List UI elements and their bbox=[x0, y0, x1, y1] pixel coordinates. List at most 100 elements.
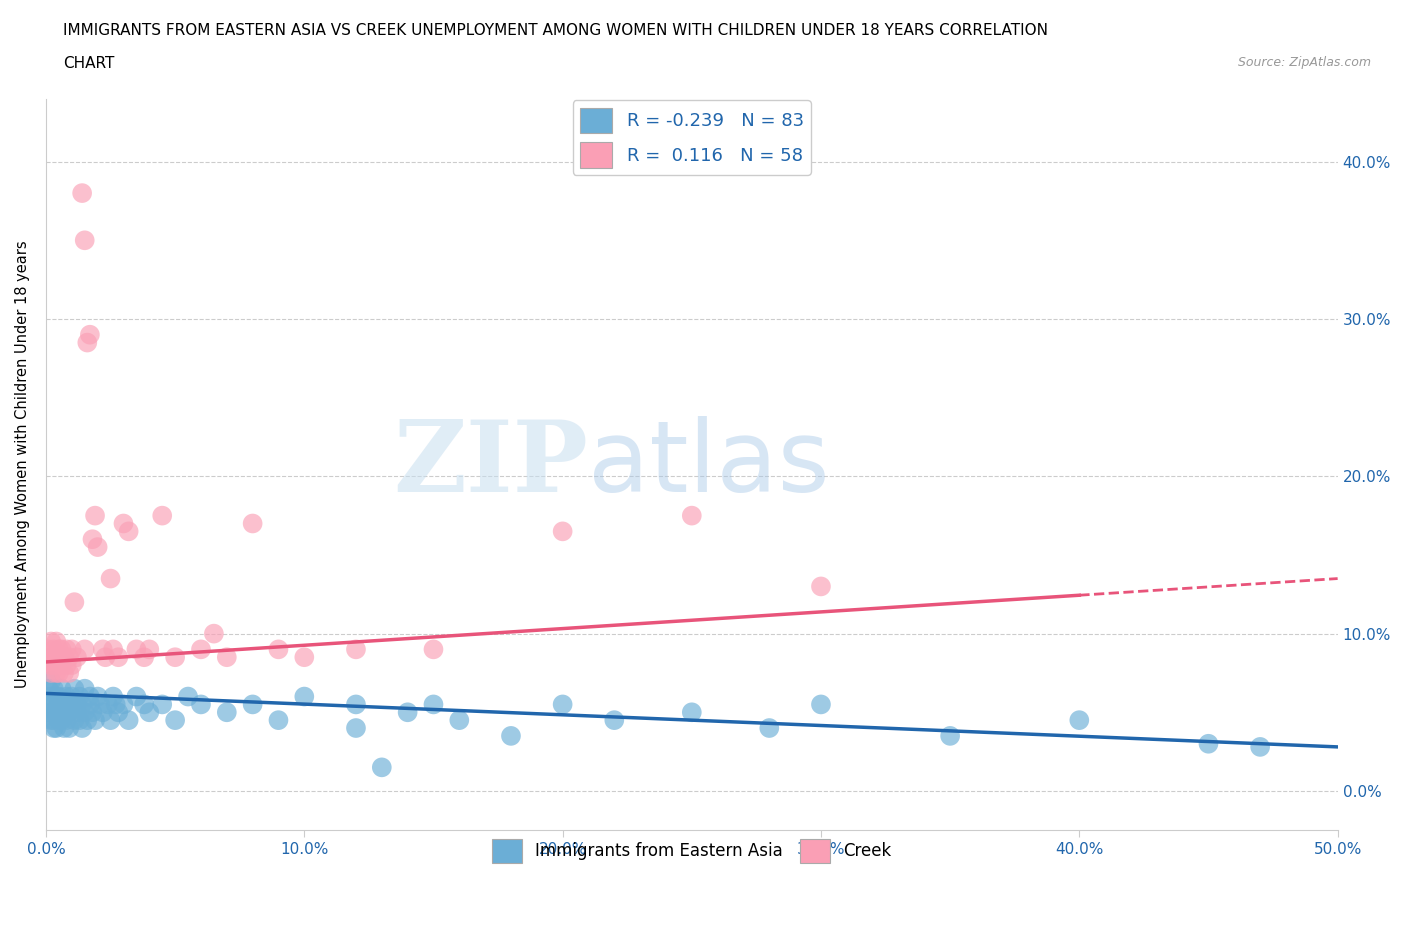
Point bbox=[48, 642, 70, 657]
Point bbox=[551, 697, 574, 711]
Point bbox=[758, 721, 780, 736]
Point bbox=[138, 642, 160, 657]
Point bbox=[42, 705, 65, 720]
Point bbox=[48, 712, 70, 727]
Point bbox=[810, 697, 832, 711]
Point bbox=[79, 689, 101, 704]
Point bbox=[55, 697, 77, 711]
Point bbox=[70, 721, 93, 736]
Point bbox=[939, 728, 962, 743]
Point bbox=[38, 642, 60, 657]
Point bbox=[55, 712, 77, 727]
Point bbox=[39, 697, 62, 711]
Point bbox=[53, 697, 76, 711]
Point bbox=[215, 705, 238, 720]
Point bbox=[292, 689, 315, 704]
Point bbox=[69, 712, 91, 727]
Point bbox=[202, 626, 225, 641]
Point bbox=[371, 760, 394, 775]
Point bbox=[69, 689, 91, 704]
Point bbox=[84, 712, 107, 727]
Point bbox=[82, 705, 104, 720]
Point bbox=[60, 689, 83, 704]
Point bbox=[66, 650, 89, 665]
Point bbox=[499, 728, 522, 743]
Point bbox=[51, 642, 73, 657]
Point bbox=[48, 650, 70, 665]
Point bbox=[45, 666, 67, 681]
Point bbox=[45, 650, 67, 665]
Point bbox=[51, 682, 73, 697]
Point bbox=[422, 697, 444, 711]
Point bbox=[134, 650, 156, 665]
Point bbox=[45, 705, 67, 720]
Point bbox=[1198, 737, 1220, 751]
Point bbox=[55, 642, 77, 657]
Point bbox=[94, 650, 117, 665]
Point bbox=[97, 697, 120, 711]
Point bbox=[150, 697, 173, 711]
Point bbox=[48, 666, 70, 681]
Point bbox=[53, 650, 76, 665]
Point bbox=[292, 650, 315, 665]
Point bbox=[267, 712, 290, 727]
Text: ZIP: ZIP bbox=[394, 416, 589, 513]
Point bbox=[603, 712, 626, 727]
Point bbox=[45, 721, 67, 736]
Point bbox=[1249, 739, 1271, 754]
Point bbox=[66, 705, 89, 720]
Point bbox=[112, 697, 135, 711]
Point bbox=[86, 689, 108, 704]
Point bbox=[53, 705, 76, 720]
Point bbox=[101, 642, 124, 657]
Point bbox=[48, 705, 70, 720]
Text: atlas: atlas bbox=[589, 416, 830, 513]
Point bbox=[396, 705, 419, 720]
Point bbox=[45, 689, 67, 704]
Point bbox=[91, 642, 114, 657]
Point bbox=[42, 642, 65, 657]
Point bbox=[107, 705, 129, 720]
Point bbox=[177, 689, 200, 704]
Point bbox=[39, 634, 62, 649]
Point bbox=[73, 642, 96, 657]
Point bbox=[89, 697, 111, 711]
Point bbox=[39, 689, 62, 704]
Point bbox=[63, 712, 86, 727]
Point bbox=[117, 524, 139, 538]
Point bbox=[51, 697, 73, 711]
Point bbox=[449, 712, 471, 727]
Point bbox=[138, 705, 160, 720]
Point bbox=[73, 682, 96, 697]
Point bbox=[681, 508, 703, 523]
Point bbox=[82, 532, 104, 547]
Point bbox=[76, 712, 98, 727]
Point bbox=[551, 524, 574, 538]
Point bbox=[42, 650, 65, 665]
Point bbox=[38, 697, 60, 711]
Point bbox=[107, 650, 129, 665]
Point bbox=[60, 697, 83, 711]
Point bbox=[190, 697, 212, 711]
Point bbox=[60, 658, 83, 672]
Point bbox=[60, 642, 83, 657]
Point bbox=[344, 642, 367, 657]
Point bbox=[51, 712, 73, 727]
Point bbox=[39, 712, 62, 727]
Point bbox=[242, 697, 264, 711]
Point bbox=[45, 658, 67, 672]
Point bbox=[125, 689, 148, 704]
Point bbox=[267, 642, 290, 657]
Point bbox=[39, 673, 62, 688]
Point bbox=[42, 682, 65, 697]
Point bbox=[63, 594, 86, 609]
Point bbox=[42, 721, 65, 736]
Point bbox=[63, 682, 86, 697]
Y-axis label: Unemployment Among Women with Children Under 18 years: Unemployment Among Women with Children U… bbox=[15, 241, 30, 688]
Point bbox=[1069, 712, 1091, 727]
Point bbox=[190, 642, 212, 657]
Point bbox=[48, 697, 70, 711]
Point bbox=[58, 666, 80, 681]
Point bbox=[344, 721, 367, 736]
Point bbox=[73, 705, 96, 720]
